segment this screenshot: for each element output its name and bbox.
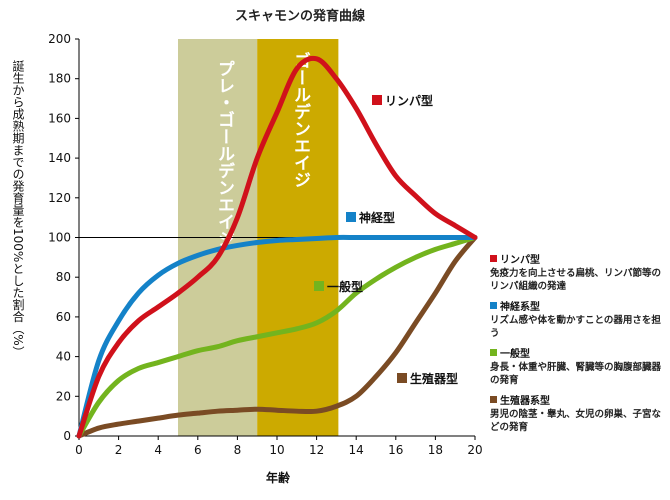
- series-marker-0: [372, 95, 382, 105]
- y-tick-label: 200: [48, 32, 71, 46]
- x-tick-label: 16: [388, 443, 403, 457]
- legend: リンパ型免疫力を向上させる扁桃、リンパ節等のリンパ組織の発達神経系型リズム感や体…: [490, 254, 668, 442]
- x-tick-label: 12: [309, 443, 324, 457]
- y-axis-label: 誕生から成熟期までの発育量を100%とした割合（%）: [11, 60, 25, 358]
- y-tick-label: 140: [48, 151, 71, 165]
- legend-name: 生殖器系型: [500, 396, 550, 407]
- legend-description: リズム感や体を動かすことの器用さを担う: [490, 315, 661, 339]
- axes: 0 2 4 6 8 10 12 14 16 18 2002040608010012014016018…: [48, 32, 483, 457]
- x-tick-label: 14: [349, 443, 364, 457]
- series-label-2: 一般型: [327, 279, 363, 294]
- x-axis-label: 年齢: [266, 470, 291, 485]
- series-lines: [76, 55, 478, 439]
- legend-item: 一般型身長・体重や肝臓、腎臓等の胸腹部臓器の発育: [490, 348, 668, 387]
- series-marker-1: [346, 212, 356, 222]
- y-tick-label: 180: [48, 72, 71, 86]
- x-tick-label: 6: [194, 443, 202, 457]
- x-tick-label: 8: [234, 443, 242, 457]
- series-label-0: リンパ型: [385, 93, 433, 108]
- y-tick-label: 20: [56, 389, 71, 403]
- x-tick-label: 0: [75, 443, 83, 457]
- y-tick-label: 60: [56, 310, 71, 324]
- series-label-3: 生殖器型: [410, 371, 458, 386]
- series-line-0: [76, 55, 478, 439]
- legend-swatch: [490, 302, 497, 309]
- legend-description: 免疫力を向上させる扁桃、リンパ節等のリンパ組織の発達: [490, 268, 662, 292]
- legend-item: 生殖器系型男児の陰茎・睾丸、女児の卵巣、子宮などの発育: [490, 395, 668, 434]
- legend-swatch: [490, 396, 497, 403]
- series-line-3: [76, 235, 478, 439]
- legend-item: リンパ型免疫力を向上させる扁桃、リンパ節等のリンパ組織の発達: [490, 254, 668, 293]
- legend-name: 神経系型: [500, 302, 540, 313]
- y-tick-label: 0: [63, 429, 71, 443]
- legend-head: 一般型: [490, 348, 668, 361]
- legend-description: 身長・体重や肝臓、腎臓等の胸腹部臓器の発育: [490, 362, 662, 386]
- series-line-2: [76, 235, 478, 439]
- x-tick-label: 2: [115, 443, 123, 457]
- series-marker-2: [314, 281, 324, 291]
- legend-head: リンパ型: [490, 254, 668, 267]
- legend-item: 神経系型リズム感や体を動かすことの器用さを担う: [490, 301, 668, 340]
- x-tick-label: 10: [269, 443, 284, 457]
- legend-swatch: [490, 349, 497, 356]
- x-tick-label: 4: [154, 443, 162, 457]
- x-tick-label: 20: [467, 443, 482, 457]
- age-band-label-0: プレ・ゴールデンエイジ: [214, 60, 235, 247]
- legend-name: リンパ型: [500, 255, 540, 266]
- legend-head: 生殖器系型: [490, 395, 668, 408]
- series-label-1: 神経型: [359, 210, 395, 225]
- y-tick-label: 160: [48, 111, 71, 125]
- legend-head: 神経系型: [490, 301, 668, 314]
- y-tick-label: 100: [48, 231, 71, 245]
- y-tick-label: 80: [56, 270, 71, 284]
- x-tick-label: 18: [428, 443, 443, 457]
- age-band-label-1: ゴールデンエイジ: [290, 51, 311, 188]
- y-tick-label: 120: [48, 191, 71, 205]
- series-line-1: [76, 234, 478, 439]
- legend-swatch: [490, 255, 497, 262]
- legend-description: 男児の陰茎・睾丸、女児の卵巣、子宮などの発育: [490, 409, 662, 433]
- chart-title: スキャモンの発育曲線: [235, 8, 366, 24]
- y-tick-label: 40: [56, 350, 71, 364]
- legend-name: 一般型: [500, 349, 530, 360]
- series-marker-3: [397, 373, 407, 383]
